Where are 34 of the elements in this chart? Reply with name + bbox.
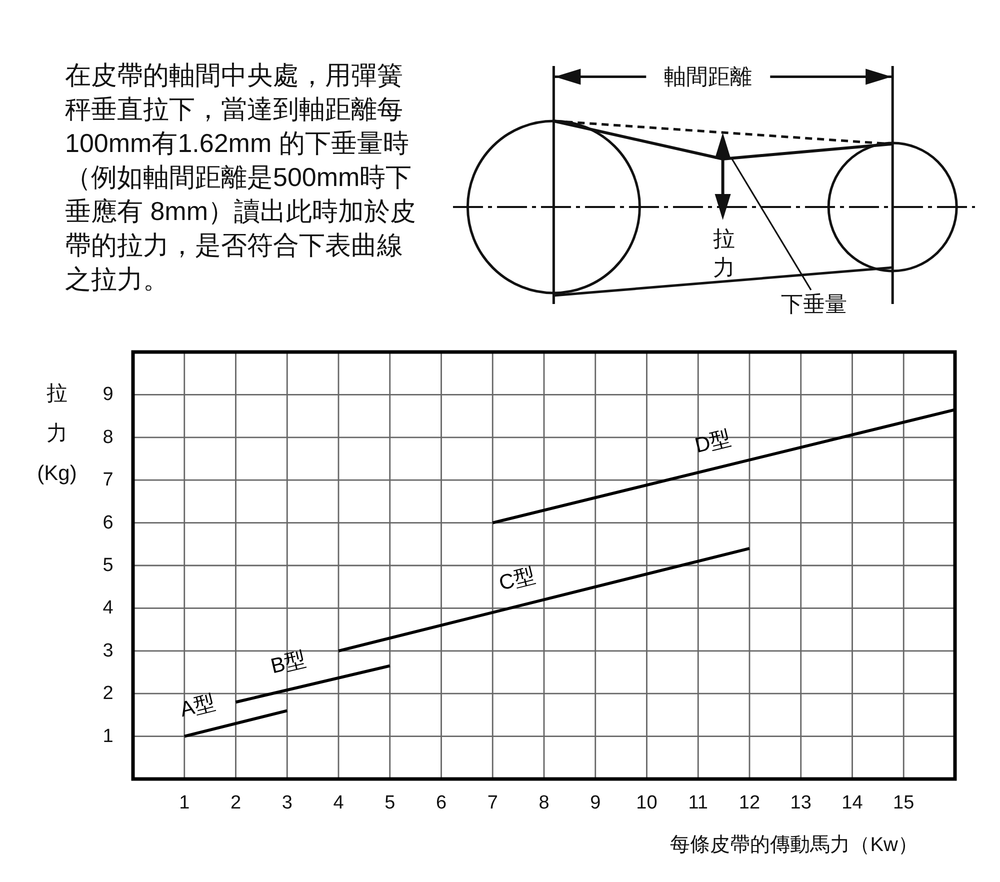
x-tick-label: 14	[842, 792, 864, 814]
y-tick-label: 4	[102, 598, 114, 619]
text: D型	[692, 426, 734, 458]
y-tick-label: 7	[102, 470, 114, 491]
y-tick-label: 9	[102, 384, 114, 406]
text: B型	[268, 648, 308, 678]
text: C型	[496, 564, 538, 596]
y-tick-label: 2	[102, 683, 114, 704]
text: 拉力	[713, 226, 735, 280]
y-tick-label: 1	[102, 726, 114, 747]
text: 下垂量	[781, 292, 847, 316]
x-tick-label: 13	[790, 792, 812, 814]
x-tick-label: 2	[230, 792, 242, 814]
text: 軸間距離	[664, 64, 752, 90]
x-tick-label: 4	[333, 792, 344, 814]
x-tick-label: 8	[538, 792, 550, 814]
x-tick-label: 6	[436, 792, 447, 814]
x-tick-label: 12	[738, 792, 760, 814]
x-tick-label: 5	[384, 792, 396, 814]
x-tick-label: 10	[636, 792, 658, 814]
y-tick-label: 6	[102, 512, 114, 534]
y-tick-label: 8	[102, 426, 114, 448]
y-axis-title: 拉力(Kg)	[37, 382, 77, 484]
y-tick-label: 5	[102, 555, 114, 576]
x-tick-label: 3	[282, 792, 292, 814]
x-tick-label: 9	[590, 792, 601, 814]
x-tick-label: 7	[487, 792, 498, 814]
x-tick-label: 15	[893, 792, 914, 814]
x-tick-label: 11	[688, 792, 708, 814]
y-tick-label: 3	[102, 640, 114, 662]
x-axis-title: 每條皮帶的傳動馬力（Kw）	[670, 834, 918, 856]
text: A型	[178, 690, 218, 722]
text: 在皮帶的軸間中央處，用彈簧秤垂直拉下，當達到軸距離每100mm有1.62mm 的下垂量時（例如軸間距離是500mm時下垂應有 8mm）讀出此時加於皮帶的拉力，是否符合下表曲線之拉力。	[65, 60, 416, 294]
x-tick-label: 1	[179, 792, 190, 814]
